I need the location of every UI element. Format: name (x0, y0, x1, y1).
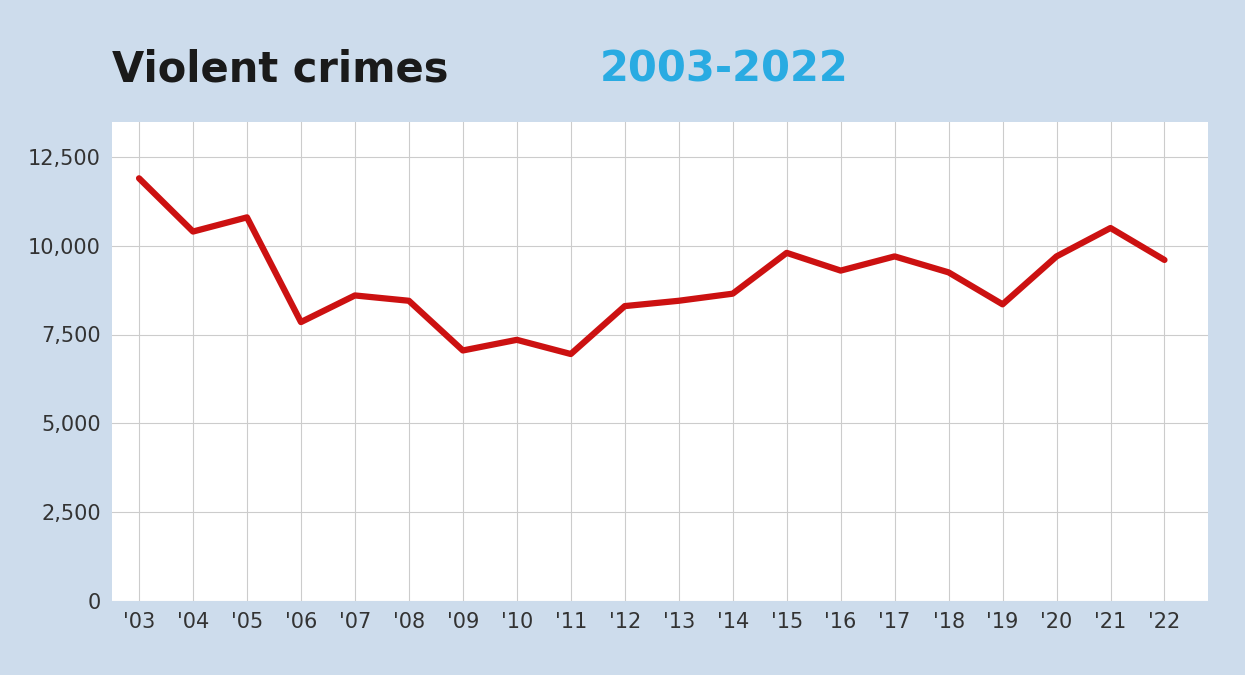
Text: 2003-2022: 2003-2022 (600, 49, 848, 91)
Text: Violent crimes: Violent crimes (112, 49, 463, 91)
